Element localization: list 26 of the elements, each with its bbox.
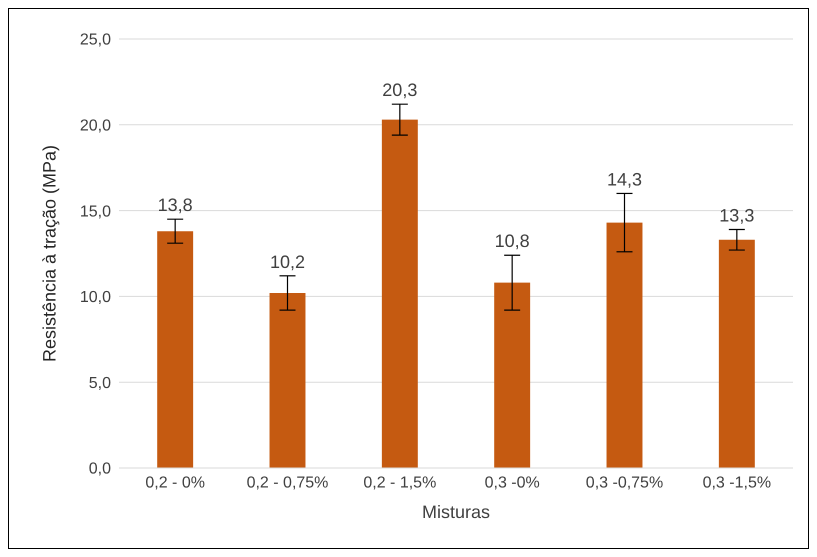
data-label: 20,3 [382,80,418,100]
bar [270,292,306,468]
bar [718,240,755,468]
x-axis-title: Misturas [422,502,490,522]
x-tick-label: 0,3 -0% [484,474,540,492]
data-label: 10,2 [270,252,306,272]
y-tick-label: 15,0 [80,203,112,220]
y-tick-label: 25,0 [80,32,112,49]
y-tick-label: 0,0 [88,460,112,478]
data-label: 13,3 [719,205,754,226]
y-tick-label: 5,0 [88,374,112,392]
bar [606,222,642,468]
x-tick-label: 0,3 -0,75% [586,474,664,492]
x-tick-label: 0,3 -1,5% [702,474,772,492]
data-label: 10,8 [494,231,530,252]
bar [382,120,418,468]
y-tick-label: 20,0 [80,117,112,134]
data-label: 14,3 [606,169,642,190]
y-tick-label: 10,0 [80,289,112,306]
y-axis-title: Resistência à tração (MPa) [39,144,60,362]
bar [157,231,194,468]
x-tick-label: 0,2 - 1,5% [363,474,436,492]
x-tick-label: 0,2 - 0,75% [246,474,328,492]
data-label: 13,8 [158,195,193,216]
x-tick-label: 0,2 - 0% [145,474,205,492]
bar [494,282,530,468]
